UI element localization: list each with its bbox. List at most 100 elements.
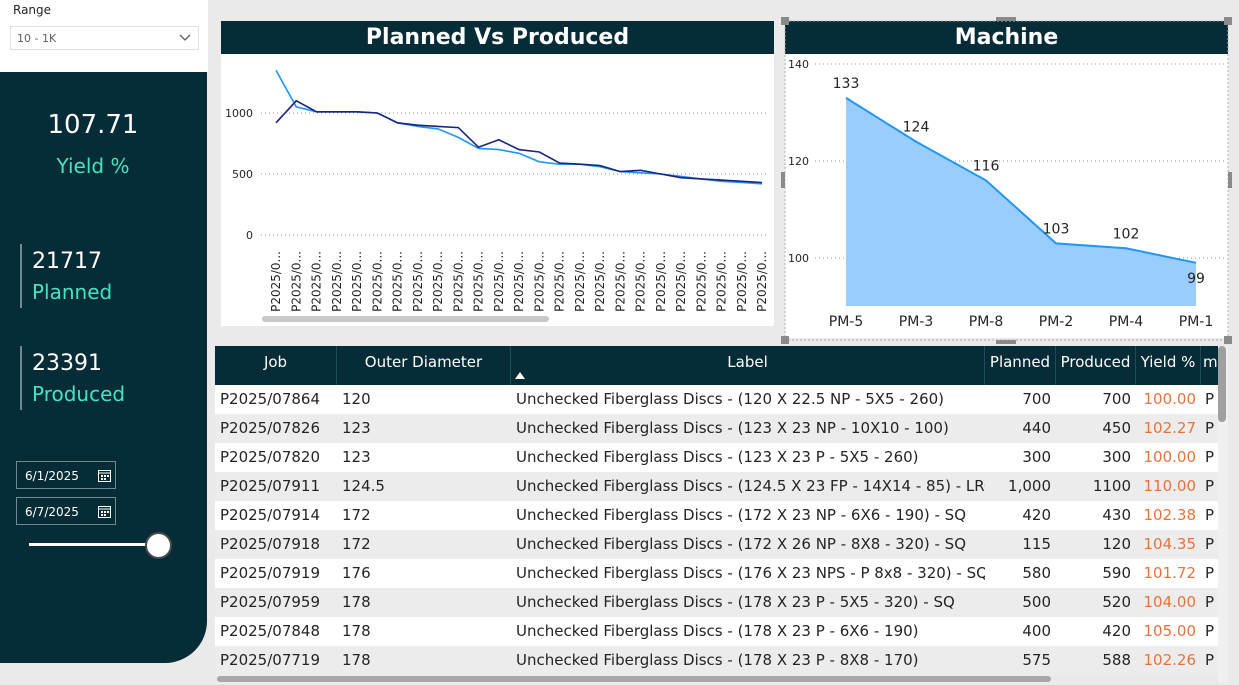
x-tick-label: P2025/0... (735, 251, 749, 312)
col-header-planned[interactable]: Planned (985, 346, 1056, 385)
range-slicer: Range 10 - 1K (0, 0, 208, 72)
cell-produced: 590 (1102, 564, 1131, 582)
planned-vs-produced-chart: Planned Vs Produced 0 500 1000 P2025/0... P2… (221, 21, 774, 326)
date-slider-handle[interactable] (145, 532, 172, 559)
col-header-produced[interactable]: Produced (1056, 346, 1136, 385)
col-header-machine[interactable]: m (1203, 353, 1218, 371)
cell-machine: P (1205, 477, 1215, 495)
date-slider-track[interactable] (29, 543, 157, 546)
x-tick-label: PM-2 (1039, 314, 1073, 330)
col-header-label[interactable]: Label (511, 346, 985, 385)
table-row[interactable]: P2025/07919 176 Unchecked Fiberglass Discs… (215, 559, 1218, 588)
cell-produced: 420 (1102, 622, 1131, 640)
cell-yield: 100.00 (1143, 448, 1197, 466)
x-tick-label: PM-3 (899, 314, 933, 330)
table-row[interactable]: P2025/07914 172 Unchecked Fiberglass Discs… (215, 501, 1218, 530)
planned-value: 21717 (32, 249, 102, 274)
col-header-job[interactable]: Job (215, 346, 337, 385)
data-label: 103 (1043, 221, 1070, 237)
cell-job: P2025/07864 (220, 390, 320, 408)
cell-produced: 520 (1102, 593, 1131, 611)
cell-outer-diameter: 172 (342, 535, 371, 553)
table-row[interactable]: P2025/07848 178 Unchecked Fiberglass Discs… (215, 617, 1218, 646)
cell-yield: 104.00 (1143, 593, 1197, 611)
machine-chart: Machine 100 120 140 133 PM-5 124 PM-3 116 PM-8 10… (785, 21, 1228, 338)
table-vertical-scrollbar[interactable] (1218, 346, 1226, 422)
jobs-table: Job Outer Diameter Label Planned Produce… (215, 346, 1218, 675)
x-tick-label: PM-4 (1109, 314, 1144, 330)
table-horizontal-scrollbar[interactable] (217, 676, 1051, 682)
cell-yield: 102.26 (1143, 651, 1197, 669)
cell-machine: P (1205, 419, 1215, 437)
cell-job: P2025/07914 (220, 506, 320, 524)
end-date-input[interactable]: 6/7/2025 (16, 497, 116, 525)
table-vertical-scroll-track[interactable] (1218, 346, 1228, 683)
x-tick-label: P2025/0... (755, 251, 769, 312)
area-chart-svg: 100 120 140 133 PM-5 124 PM-3 116 PM-8 103 PM-2 102… (788, 58, 1225, 330)
cell-produced: 1100 (1092, 477, 1131, 495)
y-tick-label: 1000 (225, 107, 253, 120)
planned-vs-produced-title: Planned Vs Produced (221, 21, 774, 54)
x-tick-label: P2025/0... (593, 251, 607, 312)
cell-outer-diameter: 123 (342, 419, 371, 437)
cell-machine: P (1205, 593, 1215, 611)
x-tick-label: P2025/0... (350, 251, 364, 312)
cell-label: Unchecked Fiberglass Discs - (123 X 23 N… (516, 419, 949, 437)
calendar-icon[interactable] (98, 505, 111, 518)
cell-machine: P (1205, 390, 1215, 408)
y-tick-label: 500 (232, 168, 253, 181)
col-header-outer-diameter[interactable]: Outer Diameter (337, 346, 511, 385)
yield-label: Yield % (56, 154, 130, 178)
table-row[interactable]: P2025/07864 120 Unchecked Fiberglass Discs… (215, 385, 1218, 414)
x-tick-label: PM-8 (969, 314, 1003, 330)
x-tick-label: P2025/0... (330, 251, 344, 312)
cell-outer-diameter: 178 (342, 593, 371, 611)
x-tick-label: P2025/0... (573, 251, 587, 312)
cell-planned: 1,000 (1008, 477, 1051, 495)
line-chart-svg: 0 500 1000 P2025/0... P2025/0... P2025/0... P2… (225, 69, 769, 312)
cell-planned: 300 (1022, 448, 1051, 466)
table-row[interactable]: P2025/07918 172 Unchecked Fiberglass Discs… (215, 530, 1218, 559)
cell-planned: 700 (1022, 390, 1051, 408)
cell-job: P2025/07918 (220, 535, 320, 553)
cell-yield: 101.72 (1143, 564, 1197, 582)
x-tick-label: P2025/0... (613, 251, 627, 312)
table-row[interactable]: P2025/07911 124.5 Unchecked Fiberglass Dis… (215, 472, 1218, 501)
cell-planned: 115 (1022, 535, 1051, 553)
series-line-planned (275, 69, 763, 185)
x-tick-label: PM-1 (1179, 314, 1213, 330)
table-row[interactable]: P2025/07820 123 Unchecked Fiberglass Discs… (215, 443, 1218, 472)
x-tick-label: P2025/0... (512, 251, 526, 312)
cell-outer-diameter: 120 (342, 390, 371, 408)
x-tick-label: P2025/0... (269, 251, 283, 312)
x-tick-label: P2025/0... (634, 251, 648, 312)
x-tick-label: PM-5 (829, 314, 863, 330)
x-tick-label: P2025/0... (654, 251, 668, 312)
cell-yield: 102.27 (1143, 419, 1197, 437)
cell-machine: P (1205, 448, 1215, 466)
y-tick-label: 100 (788, 252, 809, 265)
start-date-input[interactable]: 6/1/2025 (16, 461, 116, 489)
x-tick-label: P2025/0... (391, 251, 405, 312)
machine-chart-title: Machine (785, 21, 1228, 54)
cell-yield: 105.00 (1143, 622, 1197, 640)
chart-horizontal-scrollbar[interactable] (262, 316, 549, 322)
cell-machine: P (1205, 564, 1215, 582)
cell-planned: 420 (1022, 506, 1051, 524)
produced-card: 23391 Produced (20, 346, 190, 410)
col-header-yield[interactable]: Yield % (1136, 346, 1201, 385)
range-dropdown[interactable]: 10 - 1K (10, 26, 199, 50)
sort-ascending-icon[interactable] (515, 372, 525, 379)
cell-yield: 104.35 (1143, 535, 1197, 553)
calendar-icon[interactable] (98, 469, 111, 482)
table-row[interactable]: P2025/07959 178 Unchecked Fiberglass Discs… (215, 588, 1218, 617)
table-row[interactable]: P2025/07826 123 Unchecked Fiberglass Discs… (215, 414, 1218, 443)
area-line (845, 97, 1197, 264)
data-label: 124 (903, 120, 930, 136)
table-row[interactable]: P2025/07719 178 Unchecked Fiberglass Discs… (215, 646, 1218, 675)
data-label: 116 (973, 158, 1000, 174)
cell-outer-diameter: 172 (342, 506, 371, 524)
range-label: Range (13, 3, 52, 17)
cell-label: Unchecked Fiberglass Discs - (124.5 X 23… (516, 477, 985, 495)
